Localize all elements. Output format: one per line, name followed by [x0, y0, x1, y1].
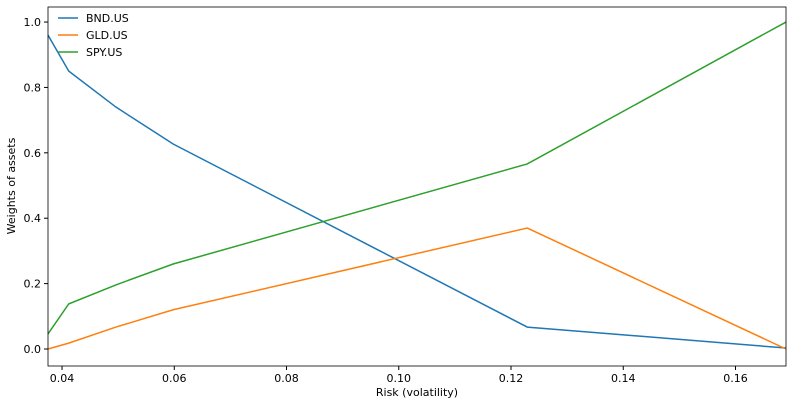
x-tick-label: 0.08: [274, 372, 299, 385]
y-tick-label: 0.0: [24, 343, 42, 356]
x-tick-label: 0.14: [611, 372, 636, 385]
series-line: [47, 227, 787, 350]
x-axis-label: Risk (volatility): [376, 386, 458, 399]
y-tick-label: 1.0: [24, 16, 42, 29]
x-tick-label: 0.10: [387, 372, 412, 385]
y-tick-label: 0.4: [24, 212, 42, 225]
plot-frame: [47, 6, 787, 367]
y-tick-label: 0.6: [24, 147, 42, 160]
y-axis-label: Weights of assets: [5, 137, 18, 234]
x-tick-label: 0.06: [162, 372, 187, 385]
legend-label: BND.US: [86, 12, 129, 25]
y-tick-label: 0.8: [24, 81, 42, 94]
y-tick-label: 0.2: [24, 278, 42, 291]
series-line: [47, 34, 787, 349]
series-line: [47, 21, 787, 335]
x-tick-label: 0.04: [50, 372, 75, 385]
x-tick-label: 0.12: [499, 372, 524, 385]
legend-label: SPY.US: [86, 46, 122, 59]
x-tick-label: 0.16: [723, 372, 748, 385]
legend-label: GLD.US: [86, 29, 128, 42]
